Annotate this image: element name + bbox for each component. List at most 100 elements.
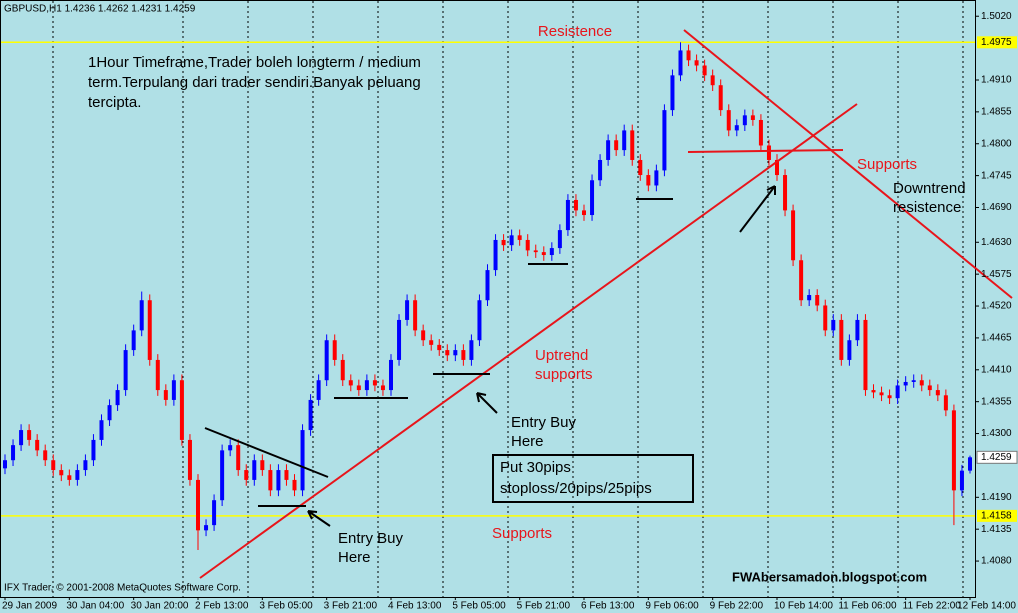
candle-body: [3, 460, 7, 469]
x-tick-label: 29 Jan 2009: [2, 601, 57, 612]
candle-body: [557, 230, 562, 249]
downtrend-label: resistence: [893, 199, 961, 216]
uptrend-label: Uptrend: [535, 347, 588, 364]
candle-body: [67, 475, 72, 480]
candle-body: [324, 340, 329, 381]
candle-body: [750, 115, 755, 120]
candle-body: [91, 439, 96, 461]
current-price-box: [976, 450, 1018, 464]
candle-body: [171, 380, 176, 400]
candle-body: [372, 380, 377, 386]
candle-body: [847, 340, 852, 360]
candle-body: [662, 110, 667, 171]
candle-body: [887, 395, 892, 399]
y-tick-label: 1.4300: [981, 428, 1012, 439]
candle-body: [83, 460, 88, 471]
candle-body: [27, 430, 32, 440]
entry-label: Entry Buy: [338, 530, 404, 547]
x-tick-label: 9 Feb 22:00: [710, 601, 764, 612]
candle-body: [823, 305, 828, 331]
candle-body: [316, 380, 321, 400]
candle-body: [718, 85, 723, 111]
candle-body: [59, 470, 64, 476]
current-price-label: 1.4259: [981, 452, 1012, 463]
candle-body: [783, 175, 788, 211]
candle-body: [348, 380, 353, 386]
candle-body: [429, 340, 434, 345]
note-line: term.Terpulang dari trader sendiri.Banya…: [88, 74, 421, 91]
y-tick-label: 1.4910: [981, 75, 1012, 86]
candle-body: [670, 75, 675, 111]
trend-lines: [199, 29, 1013, 579]
y-tick-label: 1.4690: [981, 202, 1012, 213]
y-tick-label: 1.4520: [981, 301, 1012, 312]
candle-body: [163, 390, 168, 400]
candle-body: [389, 359, 393, 391]
candle-body: [638, 159, 643, 176]
candle-body: [19, 430, 24, 446]
y-tick-label: 1.4800: [981, 138, 1012, 149]
candle-body: [863, 319, 868, 391]
candle-body: [139, 300, 144, 331]
candle-body: [252, 460, 257, 480]
candle-body: [959, 470, 964, 491]
y-tick-label: 1.4080: [981, 556, 1012, 567]
note-line: tercipta.: [88, 94, 141, 111]
level-label: 1.4975: [981, 37, 1012, 48]
header: GBPUSD,H1 1.4236 1.4262 1.4231 1.4259: [4, 4, 196, 15]
y-tick-label: 1.4410: [981, 364, 1012, 375]
candle-body: [517, 235, 522, 240]
candle-body: [606, 140, 611, 160]
candle-body: [911, 380, 916, 382]
candle-body: [196, 479, 200, 531]
candle-body: [871, 390, 876, 393]
candle-body: [879, 392, 884, 396]
y-tick-label: 1.4855: [981, 107, 1012, 118]
candle-body: [477, 300, 482, 341]
note-box: [492, 454, 694, 503]
candle-body: [300, 430, 305, 491]
x-tick-label: 11 Feb 22:00: [903, 601, 962, 612]
candle-body: [421, 330, 426, 341]
entry-label: Here: [511, 433, 544, 450]
candle-body: [614, 140, 619, 151]
candle-body: [179, 380, 184, 440]
candle-body: [380, 385, 385, 391]
supports-label: Supports: [857, 156, 917, 173]
level-label-box: [977, 509, 1017, 522]
x-tick-label: 3 Feb 21:00: [324, 601, 378, 612]
candle-body: [734, 125, 739, 131]
candle-body: [654, 170, 659, 186]
downtrend-label: Downtrend: [893, 180, 966, 197]
candle-body: [807, 295, 812, 301]
x-tick-label: 6 Feb 13:00: [581, 601, 635, 612]
candle-body: [437, 344, 442, 351]
candle-body: [187, 439, 192, 480]
level-label-box: [977, 36, 1017, 49]
y-tick-label: 1.4575: [981, 269, 1012, 280]
candle-body: [493, 239, 498, 271]
uptrend-line: [199, 103, 858, 579]
candle-body: [943, 395, 948, 411]
stoploss-text: Put 30pips: [500, 459, 571, 476]
candle-body: [525, 239, 530, 251]
x-tick-label: 4 Feb 13:00: [388, 601, 442, 612]
candle-body: [582, 210, 586, 216]
candle-body: [155, 359, 160, 391]
candle-body: [131, 330, 136, 351]
candle-body: [244, 470, 249, 480]
stoploss-text: stoploss/20pips/25pips: [500, 480, 652, 497]
candle-body: [501, 239, 506, 246]
candle-body: [927, 385, 932, 391]
candle-body: [895, 385, 900, 399]
candle-body: [678, 50, 683, 76]
arrows: [307, 185, 776, 527]
candle-body: [469, 340, 474, 360]
candle-body: [831, 319, 836, 331]
candle-body: [549, 248, 554, 256]
candle-body: [775, 159, 779, 176]
x-tick-label: 10 Feb 14:00: [774, 601, 833, 612]
x-tick-label: 9 Feb 06:00: [645, 601, 699, 612]
candle-body: [107, 405, 112, 421]
candle-body: [445, 350, 450, 356]
